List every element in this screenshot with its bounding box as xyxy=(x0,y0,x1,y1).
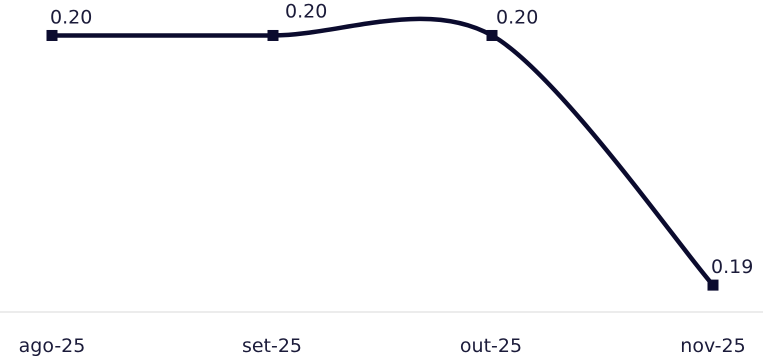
data-point-ago-25 xyxy=(46,29,58,41)
x-tick-label-nov-25: nov-25 xyxy=(680,335,745,357)
data-point-nov-25 xyxy=(707,279,719,291)
data-point-out-25 xyxy=(486,29,498,41)
data-label-set-25: 0.20 xyxy=(285,0,327,22)
data-label-out-25: 0.20 xyxy=(496,6,538,28)
data-label-ago-25: 0.20 xyxy=(50,6,92,28)
series-line xyxy=(49,16,716,288)
data-label-nov-25: 0.19 xyxy=(711,256,753,278)
data-labels: 0.20 0.20 0.20 0.19 xyxy=(50,0,753,278)
series-markers xyxy=(46,29,719,291)
data-point-set-25 xyxy=(267,29,279,41)
x-tick-label-set-25: set-25 xyxy=(242,335,302,357)
x-tick-label-out-25: out-25 xyxy=(460,335,522,357)
x-tick-label-ago-25: ago-25 xyxy=(19,335,86,357)
x-tick-labels: ago-25 set-25 out-25 nov-25 xyxy=(19,335,746,357)
